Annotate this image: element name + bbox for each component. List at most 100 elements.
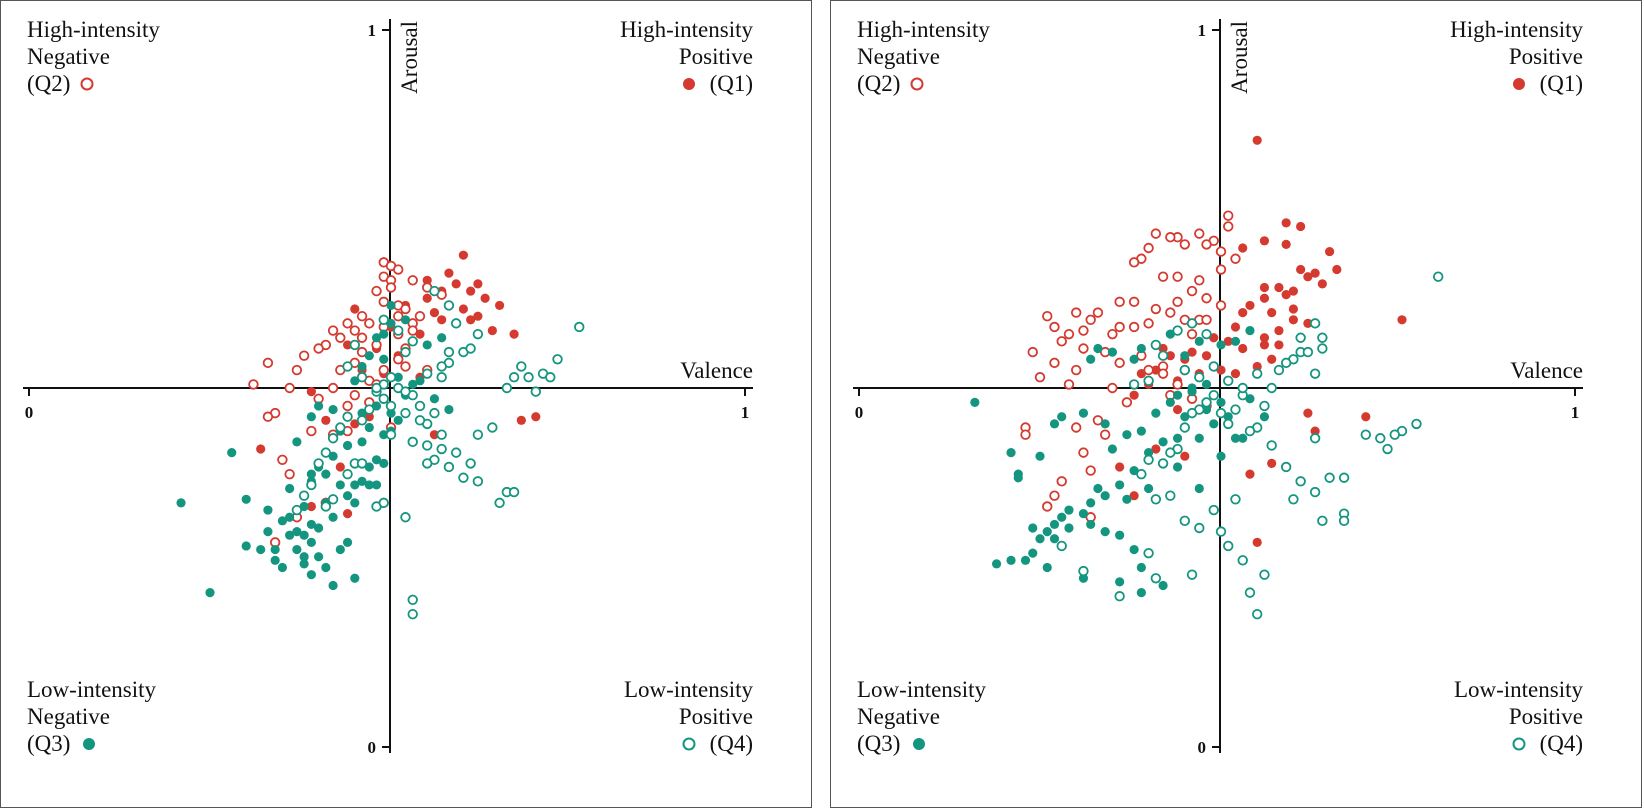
data-point-q2 [1049,321,1060,333]
data-point-q2 [349,325,361,336]
data-point-q1 [1259,236,1270,246]
data-point-q2 [1223,210,1234,221]
data-point-q1 [1288,315,1298,325]
data-point-q3 [408,379,418,390]
data-point-q3 [1086,498,1096,508]
data-point-q1 [437,315,447,325]
data-point-q3 [1049,519,1060,530]
data-point-q3 [1057,412,1067,422]
data-point-q1 [1397,315,1407,325]
data-point-q4 [1252,368,1263,379]
data-point-q3 [1100,527,1110,537]
q2-label-line1: High-intensity [27,17,160,42]
data-point-q3 [970,397,980,407]
data-point-q3 [364,351,374,361]
data-point-q2 [342,318,353,329]
data-point-q2 [1186,328,1198,340]
data-point-q3 [292,437,302,447]
data-point-q4 [523,372,534,383]
x-tick-label-max: 1 [1571,403,1580,422]
data-point-q4 [1324,472,1335,483]
q2-label-line2: Negative [857,44,940,69]
data-point-q1 [1303,272,1313,282]
q2-label-line3: (Q2) [857,71,900,96]
data-point-q4 [400,386,411,397]
data-point-q1 [1165,351,1175,361]
data-point-q3 [422,340,432,350]
data-point-q2 [1107,382,1118,394]
y-tick-label-min: 0 [1198,738,1207,757]
data-point-q1 [422,275,432,285]
data-point-q4 [436,372,447,383]
data-point-q3 [1194,483,1204,494]
data-point-q1 [1274,340,1284,350]
data-point-q3 [1115,577,1125,587]
data-point-q4 [1317,515,1328,527]
data-point-q4 [1389,429,1400,440]
chart-panel-right: 0 1 1 0 Valence Arousal High-intensity Negative… [830,0,1642,808]
data-point-q2 [400,303,411,315]
data-point-q2 [262,357,274,369]
data-point-q3 [292,527,302,537]
data-point-q4 [1309,433,1321,444]
data-point-q4 [320,447,332,458]
data-point-q2 [407,325,418,336]
data-point-q3 [263,505,273,515]
data-point-q4 [1201,397,1212,408]
q1-label-line3: (Q1) [1540,71,1583,96]
data-point-q1 [429,308,440,318]
data-point-q4 [400,346,411,358]
data-point-q3 [364,480,374,490]
data-point-q2 [1128,321,1140,333]
data-point-q4 [458,472,469,483]
data-point-q1 [466,286,476,296]
q4-label-line1: Low-intensity [1454,677,1584,702]
data-point-q3 [1194,433,1204,443]
data-point-q3 [314,401,324,411]
data-point-q1 [1259,340,1270,350]
data-point-q2 [1157,271,1169,282]
data-point-q4 [1056,540,1067,552]
data-point-q1 [1303,408,1313,418]
data-point-q1 [509,329,519,339]
data-point-q2 [407,275,418,286]
data-point-q3 [1107,347,1117,357]
data-point-q2 [1114,296,1125,308]
data-point-q3 [1028,523,1038,533]
data-point-q4 [545,372,556,383]
data-point-q3 [1129,544,1139,555]
q4-legend-marker [682,737,696,751]
data-point-q4 [1208,389,1219,401]
data-point-q4 [1280,357,1292,369]
data-point-q3 [1201,379,1212,390]
q3-label-line3: (Q3) [27,731,70,756]
data-point-q1 [1230,369,1241,379]
data-point-q4 [385,429,397,440]
data-point-q1 [495,300,505,311]
data-point-q4 [378,393,389,404]
data-point-q1 [1303,318,1313,328]
data-point-q3 [350,498,360,508]
data-point-q4 [422,440,433,451]
data-point-q4 [436,443,447,455]
data-point-q2 [1194,228,1205,239]
data-point-q3 [306,412,316,422]
data-point-q4 [1273,364,1285,376]
data-point-q4 [400,512,411,523]
data-point-q3 [357,437,367,447]
data-point-q3 [1107,444,1117,454]
data-point-q4 [1223,375,1234,387]
data-point-q4 [1375,433,1386,444]
q1-label-line2: Positive [679,44,753,69]
data-point-q3 [335,480,345,490]
data-point-q4 [1157,350,1169,361]
data-point-q3 [1165,397,1175,407]
data-point-q2 [1121,397,1133,408]
x-tick-label-min: 0 [25,403,34,422]
data-point-q2 [248,379,259,390]
data-point-q3 [1209,419,1219,429]
data-point-q4 [1338,472,1350,483]
data-point-q4 [291,504,303,516]
data-point-q1 [1288,286,1298,296]
data-point-q2 [1070,307,1082,318]
